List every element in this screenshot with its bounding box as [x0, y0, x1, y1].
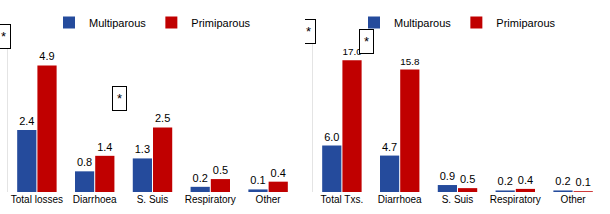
svg-text:17.0: 17.0 [342, 46, 362, 57]
svg-text:0.4: 0.4 [271, 167, 286, 179]
svg-text:Primiparous: Primiparous [496, 17, 555, 29]
svg-text:Respiratory: Respiratory [490, 194, 541, 205]
svg-text:0.5: 0.5 [213, 164, 228, 176]
svg-text:0.2: 0.2 [555, 175, 570, 187]
svg-text:*: * [306, 24, 311, 39]
svg-text:0.2: 0.2 [193, 172, 208, 184]
svg-text:S. Suis: S. Suis [137, 194, 169, 205]
svg-text:4.7: 4.7 [382, 141, 397, 153]
svg-text:6.0: 6.0 [324, 131, 339, 143]
svg-text:1.3: 1.3 [135, 143, 150, 155]
svg-text:*: * [364, 34, 369, 49]
svg-text:0.8: 0.8 [77, 156, 92, 168]
svg-text:Multiparous: Multiparous [394, 17, 451, 29]
svg-text:2.4: 2.4 [19, 115, 34, 127]
svg-text:Primiparous: Primiparous [191, 17, 250, 29]
svg-text:2.5: 2.5 [155, 112, 170, 124]
svg-text:0.1: 0.1 [250, 174, 265, 186]
svg-text:Respiratory: Respiratory [185, 194, 236, 205]
svg-text:15.8: 15.8 [400, 56, 420, 67]
svg-text:S. Suis: S. Suis [442, 194, 474, 205]
svg-text:*: * [117, 91, 122, 106]
svg-text:Total losses: Total losses [11, 194, 63, 205]
svg-text:Total Txs.: Total Txs. [321, 194, 364, 205]
svg-text:Diarrhoea: Diarrhoea [378, 194, 422, 205]
svg-text:Multiparous: Multiparous [89, 17, 146, 29]
svg-text:1.4: 1.4 [97, 141, 112, 153]
svg-text:Diarrhoea: Diarrhoea [73, 194, 117, 205]
svg-text:0.4: 0.4 [518, 174, 533, 186]
svg-text:0.5: 0.5 [460, 173, 475, 185]
svg-text:0.1: 0.1 [576, 176, 591, 188]
svg-text:*: * [1, 29, 6, 44]
svg-text:4.9: 4.9 [39, 50, 54, 62]
svg-text:Other: Other [256, 194, 282, 205]
svg-text:Other: Other [561, 194, 587, 205]
svg-text:0.2: 0.2 [498, 175, 513, 187]
svg-text:0.9: 0.9 [440, 170, 455, 182]
